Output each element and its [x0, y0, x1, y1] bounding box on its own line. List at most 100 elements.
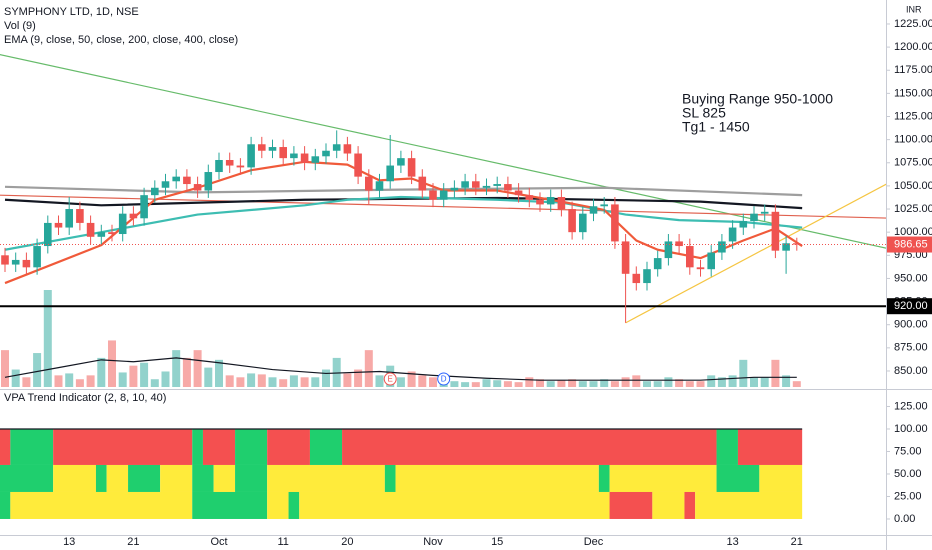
- volume-bar: [610, 381, 619, 387]
- y-tick-label: 1150.00: [894, 87, 932, 99]
- vpa-cell: [0, 491, 11, 519]
- x-tick-label: 11: [277, 536, 288, 548]
- candle-body: [332, 144, 341, 151]
- vpa-cell: [0, 428, 11, 465]
- volume-bar: [514, 382, 523, 387]
- x-tick-label: 13: [726, 536, 738, 548]
- volume-bar: [418, 375, 427, 387]
- candle-body: [686, 246, 694, 268]
- y-tick-label: 950.00: [894, 272, 928, 284]
- volume-bar: [311, 377, 320, 387]
- candle-body: [429, 190, 437, 200]
- volume-bar: [782, 375, 791, 387]
- vpa-cell: [759, 464, 803, 492]
- volume-bar: [493, 380, 502, 387]
- candle-body: [407, 158, 416, 177]
- volume-bar: [717, 377, 726, 387]
- candle-body: [718, 241, 726, 253]
- volume-bar: [525, 377, 534, 387]
- volume-bar: [161, 371, 170, 387]
- last-price-label: 986.65: [894, 238, 928, 250]
- y-tick-label: 125.00: [894, 400, 928, 412]
- x-tick-label: 20: [341, 536, 353, 548]
- volume-bar: [396, 377, 405, 387]
- candle-body: [579, 213, 587, 233]
- y-tick-label: 850.00: [894, 365, 928, 377]
- vpa-cell: [192, 491, 268, 519]
- vpa-cell: [309, 428, 343, 465]
- candle-body: [632, 273, 641, 284]
- vpa-cell: [609, 491, 653, 519]
- candle-body: [546, 197, 555, 205]
- y-tick-label: 1175.00: [894, 64, 932, 76]
- annotation: SL 825: [682, 105, 726, 121]
- vpa-cell: [106, 464, 129, 492]
- volume-bar: [503, 381, 512, 387]
- volume-bar: [364, 350, 373, 387]
- candle-body: [108, 232, 116, 235]
- volume-bar: [43, 290, 52, 387]
- volume-bar: [225, 375, 234, 387]
- vpa-cell: [128, 464, 161, 492]
- volume-bar: [150, 379, 159, 387]
- vpa-cell: [652, 491, 685, 519]
- y-tick-label: 900.00: [894, 319, 928, 331]
- candle-body: [793, 243, 801, 245]
- currency-label: INR: [906, 4, 922, 14]
- candle-body: [664, 241, 673, 259]
- volume-bar: [86, 375, 95, 387]
- volume-bar: [75, 379, 84, 387]
- candle-body: [183, 176, 191, 185]
- vpa-cell: [267, 428, 310, 465]
- volume-bar: [354, 369, 363, 387]
- volume-bar: [675, 379, 684, 387]
- vpa-cell: [609, 464, 717, 492]
- vpa-cell: [342, 428, 717, 465]
- volume-bar: [279, 379, 288, 387]
- candle-body: [1, 255, 9, 265]
- vpa-cell: [160, 464, 193, 492]
- y-tick-label: 0.00: [894, 513, 915, 525]
- candle-body: [118, 213, 127, 235]
- volume-bar: [129, 365, 138, 387]
- vpa-cell: [192, 464, 214, 492]
- volume-bar: [750, 377, 758, 387]
- vpa-cell: [53, 428, 193, 465]
- candle-body: [750, 213, 758, 222]
- volume-bar: [546, 381, 555, 387]
- volume-bar: [685, 381, 694, 387]
- vpa-cell: [95, 464, 107, 492]
- volume-bar: [536, 379, 544, 387]
- event-marker-label: E: [388, 375, 393, 384]
- y-tick-label: 1225.00: [894, 18, 932, 30]
- candle-body: [461, 181, 469, 188]
- candle-body: [65, 209, 73, 228]
- volume-bar: [11, 369, 20, 387]
- candle-body: [365, 176, 373, 191]
- volume-bar: [375, 375, 384, 387]
- candle-body: [54, 222, 63, 228]
- candle-body: [290, 153, 298, 159]
- volume-bar: [65, 373, 74, 387]
- candle-body: [86, 222, 95, 237]
- candle-body: [771, 211, 780, 251]
- x-tick-label: Nov: [423, 536, 443, 548]
- candle-body: [247, 144, 255, 168]
- level-tag: [887, 298, 932, 315]
- volume-bar: [471, 382, 480, 387]
- volume-bar: [760, 377, 769, 387]
- level-label: 920.00: [894, 300, 928, 312]
- candle-body: [493, 184, 501, 186]
- vpa-cell: [299, 491, 610, 519]
- volume-bar: [236, 377, 245, 387]
- last-price-tag: [887, 236, 932, 253]
- volume-bar: [739, 359, 748, 387]
- y-tick-label: 875.00: [894, 342, 928, 354]
- volume-bar: [482, 379, 491, 387]
- candle-body: [739, 221, 748, 228]
- volume-bar: [97, 357, 106, 387]
- candle-body: [557, 197, 566, 210]
- y-tick-label: 75.00: [894, 445, 922, 457]
- candle-body: [22, 259, 31, 268]
